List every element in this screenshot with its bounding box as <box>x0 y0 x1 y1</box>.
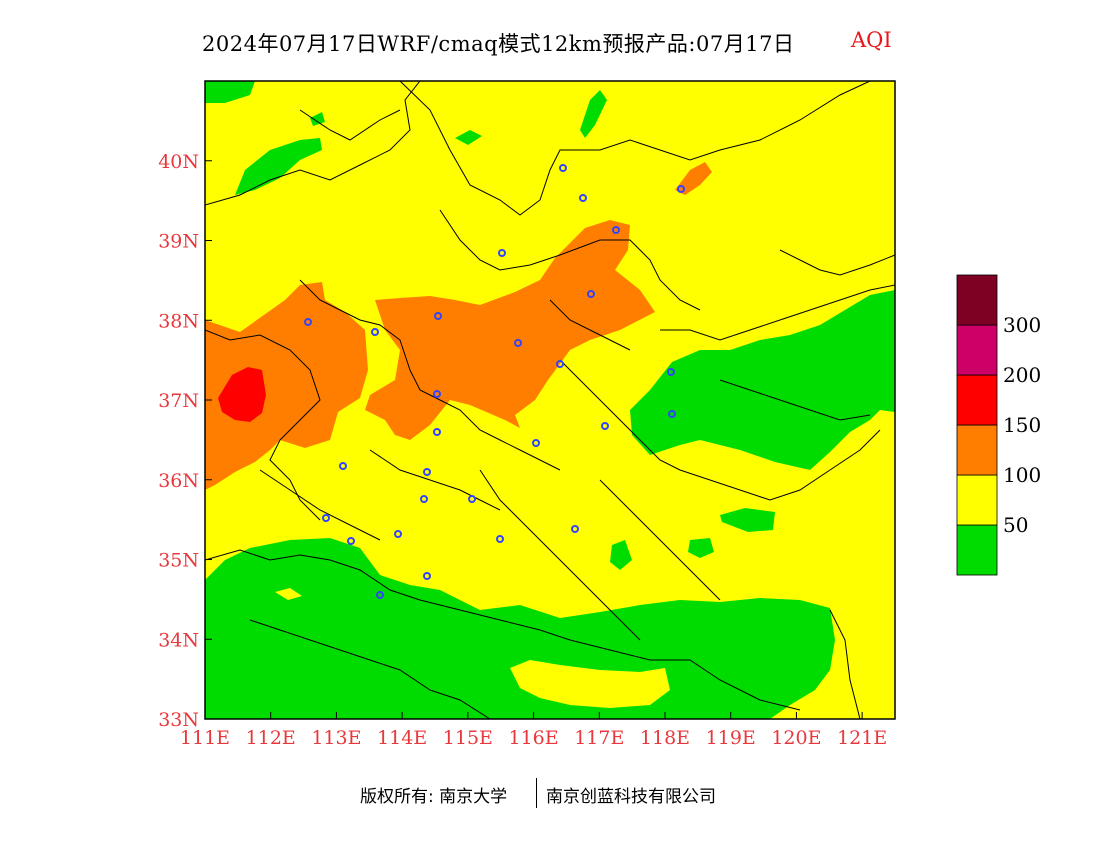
city-marker <box>612 226 620 234</box>
y-tick-label: 35N <box>158 550 199 572</box>
x-tick-label: 111E <box>180 727 230 749</box>
city-marker <box>677 185 685 193</box>
legend-swatch <box>956 374 998 426</box>
city-marker <box>498 249 506 257</box>
map-fields <box>205 81 895 719</box>
copyright-owner: 版权所有: 南京大学 <box>360 787 508 807</box>
green-area-south <box>205 538 835 719</box>
legend-swatch <box>956 274 998 326</box>
city-marker <box>420 495 428 503</box>
x-tick-label: 121E <box>837 727 887 749</box>
city-marker <box>394 530 402 538</box>
y-tick-label: 40N <box>158 151 199 173</box>
legend-label: 100 <box>1003 463 1041 487</box>
green-area-small-2 <box>455 130 482 145</box>
city-marker <box>433 428 441 436</box>
legend-label: 50 <box>1003 513 1028 537</box>
city-marker <box>668 410 676 418</box>
city-marker <box>532 439 540 447</box>
legend-swatch <box>956 474 998 526</box>
yellow-island-south <box>510 660 670 708</box>
legend-swatch <box>956 424 998 476</box>
copyright-divider <box>536 778 537 808</box>
y-tick-label: 34N <box>158 629 199 651</box>
x-tick-label: 113E <box>311 727 361 749</box>
x-tick-label: 116E <box>509 727 559 749</box>
y-tick-label: 37N <box>158 390 199 412</box>
x-tick-label: 112E <box>246 727 296 749</box>
x-tick-label: 114E <box>377 727 427 749</box>
red-area-hotspot <box>218 367 266 422</box>
y-axis: 33N 34N 35N 36N 37N 38N 39N 40N <box>158 151 212 731</box>
yellow-strip-coast <box>840 610 895 719</box>
green-area-east-small-3 <box>610 540 632 570</box>
yellow-island-small <box>275 588 302 600</box>
city-marker <box>371 328 379 336</box>
city-marker <box>587 290 595 298</box>
city-marker <box>322 514 330 522</box>
city-marker <box>667 368 675 376</box>
city-marker <box>579 194 587 202</box>
green-area-small-3 <box>580 90 607 138</box>
city-marker <box>571 525 579 533</box>
green-area-small-1 <box>310 112 325 126</box>
x-tick-label: 118E <box>640 727 690 749</box>
city-marker <box>339 462 347 470</box>
map-title: 2024年07月17日WRF/cmaq模式12km预报产品:07月17日 <box>202 32 795 56</box>
y-tick-label: 38N <box>158 310 199 332</box>
aqi-legend: 50 100 150 200 300 <box>956 274 1041 576</box>
city-marker <box>514 339 522 347</box>
province-boundaries <box>205 81 895 719</box>
x-tick-label: 117E <box>574 727 624 749</box>
city-marker <box>423 468 431 476</box>
city-marker <box>434 312 442 320</box>
x-tick-label: 115E <box>443 727 493 749</box>
city-marker <box>559 164 567 172</box>
legend-label: 300 <box>1003 313 1041 337</box>
y-tick-label: 33N <box>158 709 199 731</box>
city-marker <box>468 495 476 503</box>
legend-swatch <box>956 524 998 576</box>
city-marker <box>433 390 441 398</box>
aqi-label: AQI <box>851 28 892 52</box>
orange-area-central <box>205 282 368 490</box>
city-markers <box>304 164 685 599</box>
y-tick-label: 36N <box>158 470 199 492</box>
green-area-topleft <box>205 81 255 103</box>
title-row: 2024年07月17日WRF/cmaq模式12km预报产品:07月17日 AQI <box>0 28 1100 58</box>
city-marker <box>496 535 504 543</box>
city-marker <box>347 537 355 545</box>
x-tick-label: 119E <box>706 727 756 749</box>
green-area-east-small <box>720 508 775 532</box>
y-tick-label: 39N <box>158 231 199 253</box>
green-area-east <box>630 290 895 470</box>
legend-label: 200 <box>1003 363 1041 387</box>
x-tick-label: 120E <box>771 727 821 749</box>
green-area-east-small-2 <box>688 538 714 558</box>
x-axis: 111E 112E 113E 114E 115E 116E 117E 118E 119E 120E… <box>180 712 887 749</box>
city-marker <box>423 572 431 580</box>
orange-area-main <box>365 220 655 440</box>
city-marker <box>556 360 564 368</box>
city-marker <box>304 318 312 326</box>
legend-swatch <box>956 324 998 376</box>
green-area-north <box>235 138 322 195</box>
legend-label: 150 <box>1003 413 1041 437</box>
city-marker <box>601 422 609 430</box>
copyright-row: 版权所有: 南京大学 南京创蓝科技有限公司 <box>0 778 1100 808</box>
city-marker <box>376 591 384 599</box>
copyright-company: 南京创蓝科技有限公司 <box>546 787 716 807</box>
